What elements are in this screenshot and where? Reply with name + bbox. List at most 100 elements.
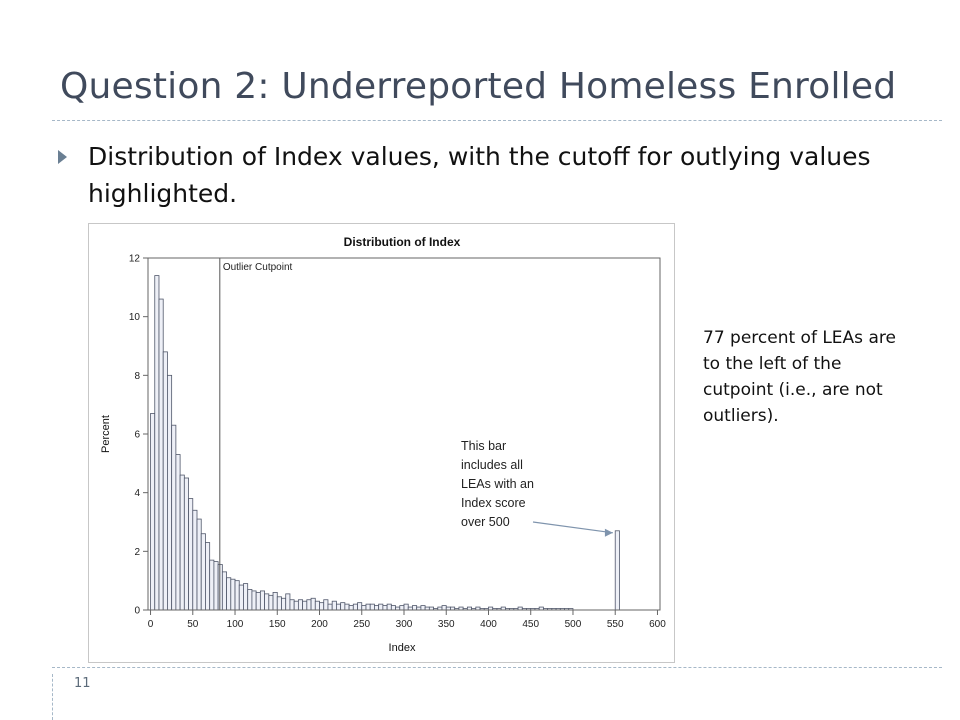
chart-frame: Distribution of Index Percent Index 0 2 4 6… xyxy=(88,223,675,663)
annotation-text: includes all xyxy=(461,458,523,472)
x-tick-label: 200 xyxy=(311,619,328,630)
histogram-bar xyxy=(378,603,384,611)
histogram-bar xyxy=(281,597,287,611)
histogram-bar xyxy=(331,600,337,611)
y-tick-label: 2 xyxy=(134,547,140,558)
y-tick-label: 12 xyxy=(129,254,141,265)
histogram-bar xyxy=(293,600,299,611)
slide-title: Question 2: Underreported Homeless Enrol… xyxy=(60,66,897,107)
histogram-bar xyxy=(374,605,380,611)
histogram-bar xyxy=(213,561,219,611)
annotation-text: Index score xyxy=(461,496,526,510)
footer-divider xyxy=(52,667,942,668)
histogram-bar xyxy=(420,605,426,611)
histogram-bar xyxy=(196,518,202,611)
histogram-bar xyxy=(230,578,236,611)
histogram-bar xyxy=(276,596,282,611)
histogram-bar xyxy=(348,605,354,611)
page-number: 11 xyxy=(74,676,91,691)
histogram-bar xyxy=(399,605,405,611)
chart-title: Distribution of Index xyxy=(344,235,461,249)
x-tick-label: 300 xyxy=(396,619,413,630)
histogram-bar xyxy=(179,474,185,611)
histogram-bar xyxy=(259,590,265,611)
histogram-bar xyxy=(390,605,396,611)
annotation-text: This bar xyxy=(461,439,506,453)
x-tick-label: 500 xyxy=(565,619,582,630)
bullet-text: Distribution of Index values, with the c… xyxy=(88,142,871,208)
x-tick-label: 150 xyxy=(269,619,286,630)
histogram-bar xyxy=(192,509,198,611)
histogram-bar xyxy=(251,590,257,611)
histogram-bar xyxy=(162,351,168,611)
histogram-bar xyxy=(369,603,375,611)
plot-area-border xyxy=(147,257,661,611)
x-tick-label: 100 xyxy=(227,619,244,630)
annotation-arrow xyxy=(532,521,613,534)
histogram-bar xyxy=(234,580,240,611)
y-axis-label: Percent xyxy=(100,415,112,453)
annotation-text: LEAs with an xyxy=(461,477,534,491)
y-tick-label: 4 xyxy=(134,488,140,499)
histogram-bar xyxy=(209,559,215,611)
cutpoint-label: Outlier Cutpoint xyxy=(223,262,293,273)
y-tick-label: 10 xyxy=(129,312,141,323)
histogram-bar xyxy=(238,584,244,611)
histogram-bar xyxy=(243,583,249,611)
histogram-bar xyxy=(357,602,363,611)
histogram-bar xyxy=(365,603,371,611)
histogram-bar xyxy=(268,594,274,611)
histogram-bar xyxy=(614,530,620,611)
histogram-bar xyxy=(319,602,325,611)
histogram-bar xyxy=(403,603,409,611)
footer-vertical-rule xyxy=(52,674,53,720)
histogram-bar xyxy=(272,591,278,611)
title-divider xyxy=(52,120,942,121)
histogram-bar xyxy=(175,454,181,611)
histogram-bar xyxy=(171,424,177,611)
histogram-bar xyxy=(412,605,418,611)
histogram-bar xyxy=(183,477,189,611)
x-axis-label: Index xyxy=(389,642,416,654)
histogram-bar xyxy=(167,374,173,611)
histogram-bar xyxy=(226,577,232,611)
histogram-bar xyxy=(297,599,304,611)
triangle-bullet-icon xyxy=(58,150,67,164)
histogram-bar xyxy=(336,603,342,611)
x-tick-label: 400 xyxy=(480,619,497,630)
histogram-bar xyxy=(285,593,291,611)
histogram-bar xyxy=(340,602,346,611)
annotation-text: over 500 xyxy=(461,515,510,529)
x-tick-label: 600 xyxy=(649,619,666,630)
histogram-bar xyxy=(386,603,392,611)
y-tick-label: 8 xyxy=(134,371,140,382)
histogram-bar xyxy=(441,605,447,611)
y-tick-label: 0 xyxy=(134,606,140,617)
x-tick-label: 50 xyxy=(187,619,199,630)
histogram-bar xyxy=(344,603,350,611)
histogram-chart: Distribution of Index Percent Index 0 2 4 6… xyxy=(100,235,666,654)
side-note: 77 percent of LEAs are to the left of th… xyxy=(703,328,896,426)
histogram-bar xyxy=(221,571,227,611)
annotation-arrowhead xyxy=(604,528,613,537)
histogram-bar xyxy=(310,597,316,611)
y-tick-label: 6 xyxy=(134,430,140,441)
histogram-bar xyxy=(352,603,358,611)
histogram-bar xyxy=(158,298,164,611)
histogram-bar xyxy=(323,599,329,611)
histogram-bar xyxy=(314,600,320,611)
x-tick-label: 250 xyxy=(353,619,370,630)
histogram-bar xyxy=(247,589,253,611)
histogram-bar xyxy=(154,275,160,611)
histogram-bar xyxy=(255,591,261,611)
histogram-bar xyxy=(361,605,367,611)
x-tick-label: 350 xyxy=(438,619,455,630)
histogram-bar xyxy=(327,603,333,611)
histogram-bar xyxy=(306,599,312,611)
histogram-bar xyxy=(302,600,308,611)
x-tick-label: 550 xyxy=(607,619,624,630)
x-tick-label: 450 xyxy=(522,619,539,630)
histogram-bar xyxy=(200,533,206,611)
histogram-bar xyxy=(382,605,388,611)
histogram-bar xyxy=(289,599,295,611)
